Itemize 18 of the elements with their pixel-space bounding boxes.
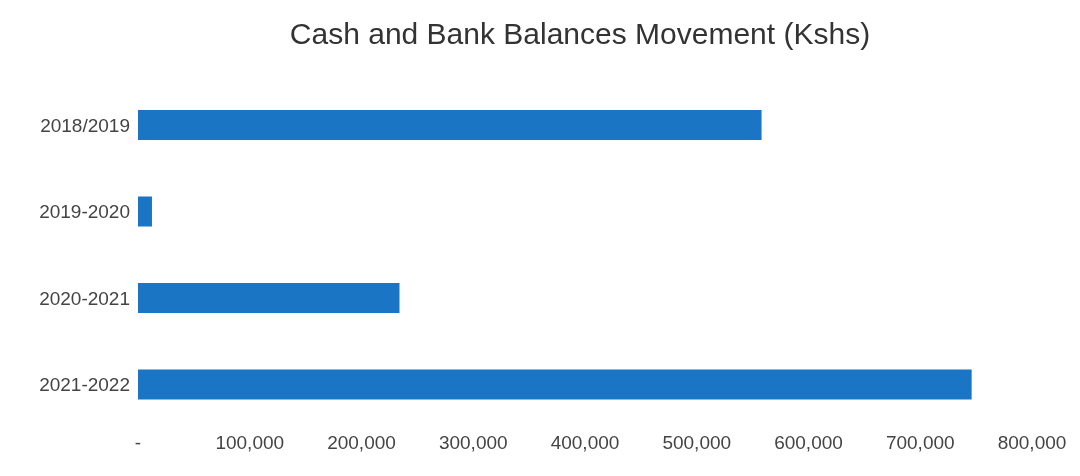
x-tick-label: 500,000 [662, 432, 732, 454]
y-tick-label: 2021-2022 [39, 374, 130, 396]
x-tick-label: 100,000 [215, 432, 285, 454]
x-tick-label: 700,000 [885, 432, 955, 454]
bar [138, 369, 972, 400]
y-tick-label: 2018/2019 [40, 115, 130, 136]
x-tick-label: 600,000 [774, 432, 843, 454]
chart-title: Cash and Bank Balances Movement (Kshs) [288, 16, 872, 52]
bar [138, 196, 152, 227]
bar [138, 283, 400, 313]
x-tick-label: - [134, 432, 142, 454]
x-tick-label: 800,000 [997, 432, 1067, 454]
bar [138, 110, 762, 140]
y-tick-label: 2019-2020 [39, 201, 130, 223]
x-tick-label: 300,000 [438, 432, 508, 454]
x-tick-label: 400,000 [550, 432, 620, 454]
y-tick-label: 2020-2021 [39, 287, 130, 309]
x-tick-label: 200,000 [327, 432, 396, 454]
